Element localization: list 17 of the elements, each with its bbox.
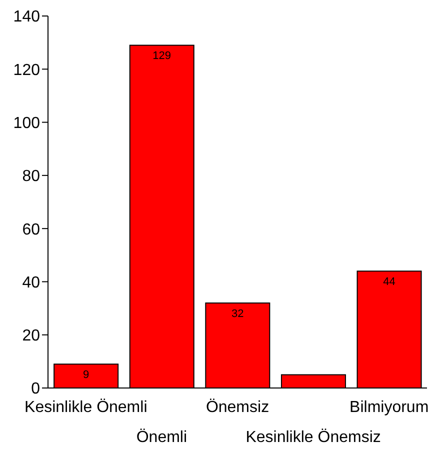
data-label: 9	[83, 369, 90, 382]
data-label: 32	[232, 308, 244, 320]
y-tick-label: 20	[22, 328, 40, 345]
y-tick-label: 40	[22, 274, 40, 292]
x-tick-label: Önemli	[136, 428, 188, 446]
x-tick-label: Kesinlikle Önemli	[24, 398, 148, 416]
data-label: 44	[383, 276, 396, 288]
y-tick-label: 140	[13, 8, 40, 26]
y-tick-label: 0	[31, 380, 40, 398]
x-tick-label: Bilmiyorum	[350, 399, 429, 416]
x-tick-label: Önemsiz	[206, 398, 270, 416]
x-tick-label: Kesinlikle Önemsiz	[246, 428, 381, 446]
y-tick-label: 80	[22, 168, 40, 186]
y-tick-label: 100	[13, 114, 40, 132]
y-tick-label: 60	[22, 221, 40, 238]
y-tick-label: 120	[13, 62, 40, 79]
data-label: 129	[152, 50, 172, 62]
